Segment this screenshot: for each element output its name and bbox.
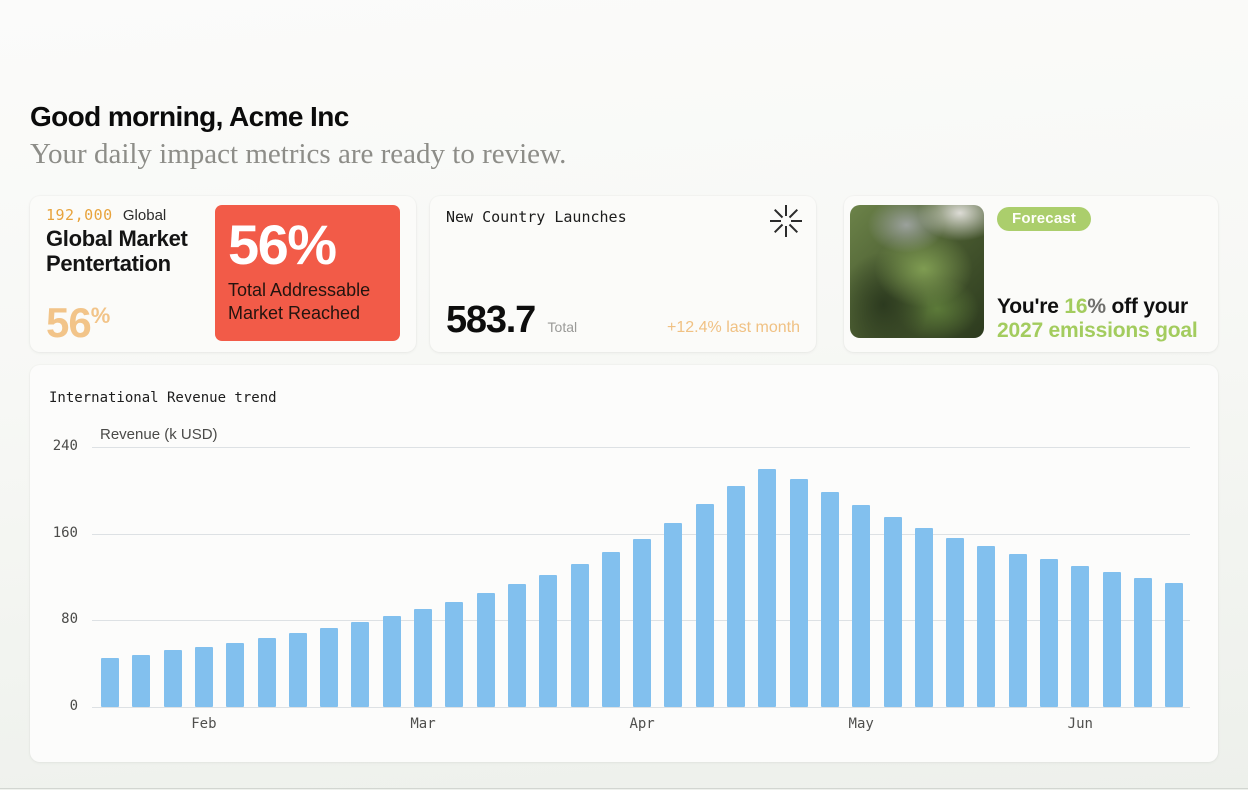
page-subtitle: Your daily impact metrics are ready to r… [30, 138, 567, 170]
chart-y-axis-label: Revenue (k USD) [100, 426, 218, 443]
forecast-line2: 2027 emissions goal [997, 319, 1198, 342]
bar [601, 551, 620, 707]
market-percent-value: 56% [46, 299, 111, 346]
bar [1102, 572, 1121, 707]
bar [664, 522, 683, 707]
y-tick-label: 160 [52, 524, 78, 541]
market-stat-label: Global [122, 207, 167, 224]
bar [1071, 565, 1090, 707]
bar [789, 479, 808, 707]
x-tick-label: Feb [191, 715, 217, 732]
bar [883, 517, 902, 707]
bar [288, 632, 307, 707]
x-tick-label: May [848, 715, 874, 732]
tam-highlight-box: 56% Total Addressable Market Reached [215, 205, 400, 341]
forecast-message: You're 16% off your 2027 emissions goal [997, 295, 1198, 343]
market-stat-value: 192,000 [46, 206, 113, 224]
bar [946, 537, 965, 707]
x-tick-label: Jun [1067, 715, 1093, 732]
asterisk-icon[interactable] [768, 203, 804, 239]
bar [414, 609, 432, 707]
launches-total-value: 583.7 [446, 299, 536, 341]
revenue-trend-card: International Revenue trend Revenue (k U… [30, 365, 1218, 762]
bar [507, 584, 526, 707]
page-title: Good morning, Acme Inc [30, 101, 349, 132]
launches-delta-badge: +12.4% last month [667, 319, 800, 336]
bar [163, 650, 182, 707]
launches-total-row: 583.7 Total [446, 299, 577, 342]
country-launches-card: New Country Launches 583.7 Total +12.4% … [430, 196, 816, 352]
bar [633, 538, 652, 707]
global-market-card: 192,000 Global Global Market Pentertatio… [30, 196, 416, 352]
bar [1133, 577, 1152, 707]
percent-sign: % [90, 303, 111, 328]
forecast-line1-prefix: You're [997, 295, 1065, 318]
tam-percent: 56% [228, 213, 337, 276]
launches-card-title: New Country Launches [446, 208, 627, 226]
bar [194, 647, 213, 707]
bar [382, 615, 401, 707]
moss-photo [850, 205, 984, 338]
chart-title: International Revenue trend [49, 390, 277, 406]
bar [1008, 554, 1027, 707]
bar [132, 654, 151, 707]
forecast-percent-sign: % [1087, 295, 1106, 318]
bar [914, 528, 933, 707]
y-tick-label: 240 [52, 438, 78, 454]
market-stat-row: 192,000 Global [46, 206, 166, 224]
forecast-card: Forecast You're 16% off your 2027 emissi… [844, 196, 1218, 352]
tam-caption: Total Addressable Market Reached [228, 280, 371, 323]
forecast-percent-value: 16 [1064, 295, 1088, 318]
bar [820, 492, 839, 707]
bar [445, 601, 464, 707]
gridline [92, 706, 1190, 708]
launches-total-label: Total [547, 319, 578, 335]
forecast-badge: Forecast [997, 207, 1092, 231]
bar [977, 546, 996, 707]
bar [570, 563, 589, 707]
bar [758, 468, 777, 707]
bar [695, 504, 714, 707]
market-card-title: Global Market Pentertation [46, 226, 188, 276]
x-tick-label: Mar [410, 715, 436, 732]
bar [351, 622, 370, 707]
bar [320, 627, 339, 707]
y-tick-label: 0 [69, 697, 78, 714]
bar [539, 574, 558, 707]
bar [852, 505, 871, 707]
bar [727, 485, 745, 707]
x-tick-label: Apr [629, 715, 655, 732]
bar [1165, 583, 1184, 707]
plot-area: 0 80 160 240 Feb Mar Apr May Jun [30, 365, 1218, 762]
bar [226, 642, 245, 707]
bar [476, 592, 495, 707]
gridline [92, 447, 1190, 448]
bar [101, 657, 119, 707]
bar [257, 638, 276, 707]
forecast-line1-suffix: off your [1105, 295, 1189, 318]
gridline [92, 533, 1190, 535]
y-tick-label: 80 [61, 611, 78, 627]
bar [1040, 559, 1058, 707]
bottom-divider [0, 788, 1248, 789]
